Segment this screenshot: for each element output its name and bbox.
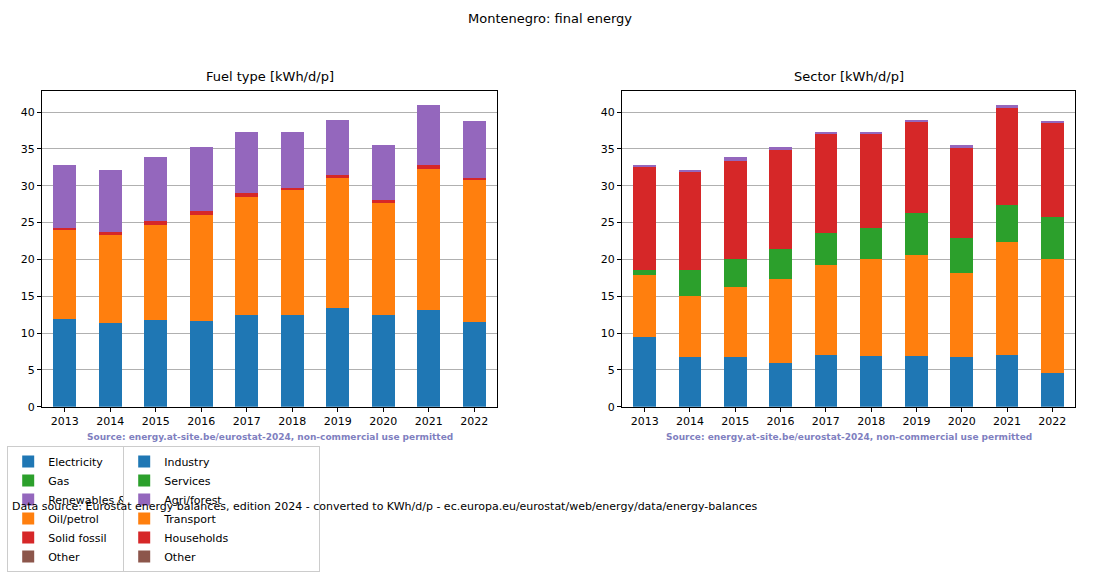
svg-text:2014: 2014 — [676, 415, 704, 428]
svg-text:2015: 2015 — [721, 415, 749, 428]
svg-text:Industry: Industry — [164, 456, 210, 469]
svg-text:2018: 2018 — [278, 415, 306, 428]
svg-text:2014: 2014 — [96, 415, 124, 428]
svg-text:Other: Other — [164, 551, 196, 564]
svg-text:Montenegro: final energy: Montenegro: final energy — [468, 11, 632, 26]
svg-text:40: 40 — [601, 106, 615, 119]
svg-text:35: 35 — [601, 143, 615, 156]
svg-text:Fuel type [kWh/d/p]: Fuel type [kWh/d/p] — [206, 69, 334, 84]
svg-text:2015: 2015 — [142, 415, 170, 428]
svg-text:2022: 2022 — [460, 415, 488, 428]
svg-text:2020: 2020 — [948, 415, 976, 428]
svg-text:2016: 2016 — [187, 415, 215, 428]
svg-text:Oil/petrol: Oil/petrol — [48, 513, 99, 526]
svg-text:0: 0 — [28, 401, 35, 414]
svg-text:2021: 2021 — [993, 415, 1021, 428]
svg-text:Solid fossil: Solid fossil — [48, 532, 106, 545]
svg-text:2019: 2019 — [902, 415, 930, 428]
svg-text:Renewables & biofuel: Renewables & biofuel — [48, 494, 167, 507]
svg-text:0: 0 — [608, 401, 615, 414]
svg-text:Gas: Gas — [48, 475, 69, 488]
svg-text:25: 25 — [601, 216, 615, 229]
svg-text:25: 25 — [21, 216, 35, 229]
svg-text:Other: Other — [48, 551, 80, 564]
svg-text:20: 20 — [601, 253, 615, 266]
svg-text:40: 40 — [21, 106, 35, 119]
svg-text:Agri/forest: Agri/forest — [164, 494, 222, 507]
svg-text:2020: 2020 — [369, 415, 397, 428]
svg-text:15: 15 — [21, 290, 35, 303]
svg-text:10: 10 — [601, 327, 615, 340]
svg-text:15: 15 — [601, 290, 615, 303]
svg-text:Households: Households — [164, 532, 228, 545]
svg-text:Services: Services — [164, 475, 211, 488]
svg-text:2019: 2019 — [324, 415, 352, 428]
svg-text:2017: 2017 — [233, 415, 261, 428]
svg-text:Data source: Eurostat energy b: Data source: Eurostat energy balances, e… — [12, 500, 758, 513]
svg-text:10: 10 — [21, 327, 35, 340]
svg-text:Electricity: Electricity — [48, 456, 103, 469]
svg-text:Transport: Transport — [163, 513, 216, 526]
svg-text:30: 30 — [601, 180, 615, 193]
svg-text:2013: 2013 — [51, 415, 79, 428]
svg-text:30: 30 — [21, 180, 35, 193]
svg-text:35: 35 — [21, 143, 35, 156]
svg-text:Sector [kWh/d/p]: Sector [kWh/d/p] — [794, 69, 904, 84]
svg-text:2016: 2016 — [767, 415, 795, 428]
svg-text:5: 5 — [28, 364, 35, 377]
svg-text:20: 20 — [21, 253, 35, 266]
svg-text:2018: 2018 — [857, 415, 885, 428]
svg-text:Source: energy.at-site.be/euro: Source: energy.at-site.be/eurostat-2024,… — [666, 432, 1032, 442]
svg-text:2013: 2013 — [631, 415, 659, 428]
svg-text:Source: energy.at-site.be/euro: Source: energy.at-site.be/eurostat-2024,… — [87, 432, 453, 442]
svg-text:5: 5 — [608, 364, 615, 377]
svg-text:2021: 2021 — [415, 415, 443, 428]
svg-text:2022: 2022 — [1038, 415, 1066, 428]
svg-text:2017: 2017 — [812, 415, 840, 428]
